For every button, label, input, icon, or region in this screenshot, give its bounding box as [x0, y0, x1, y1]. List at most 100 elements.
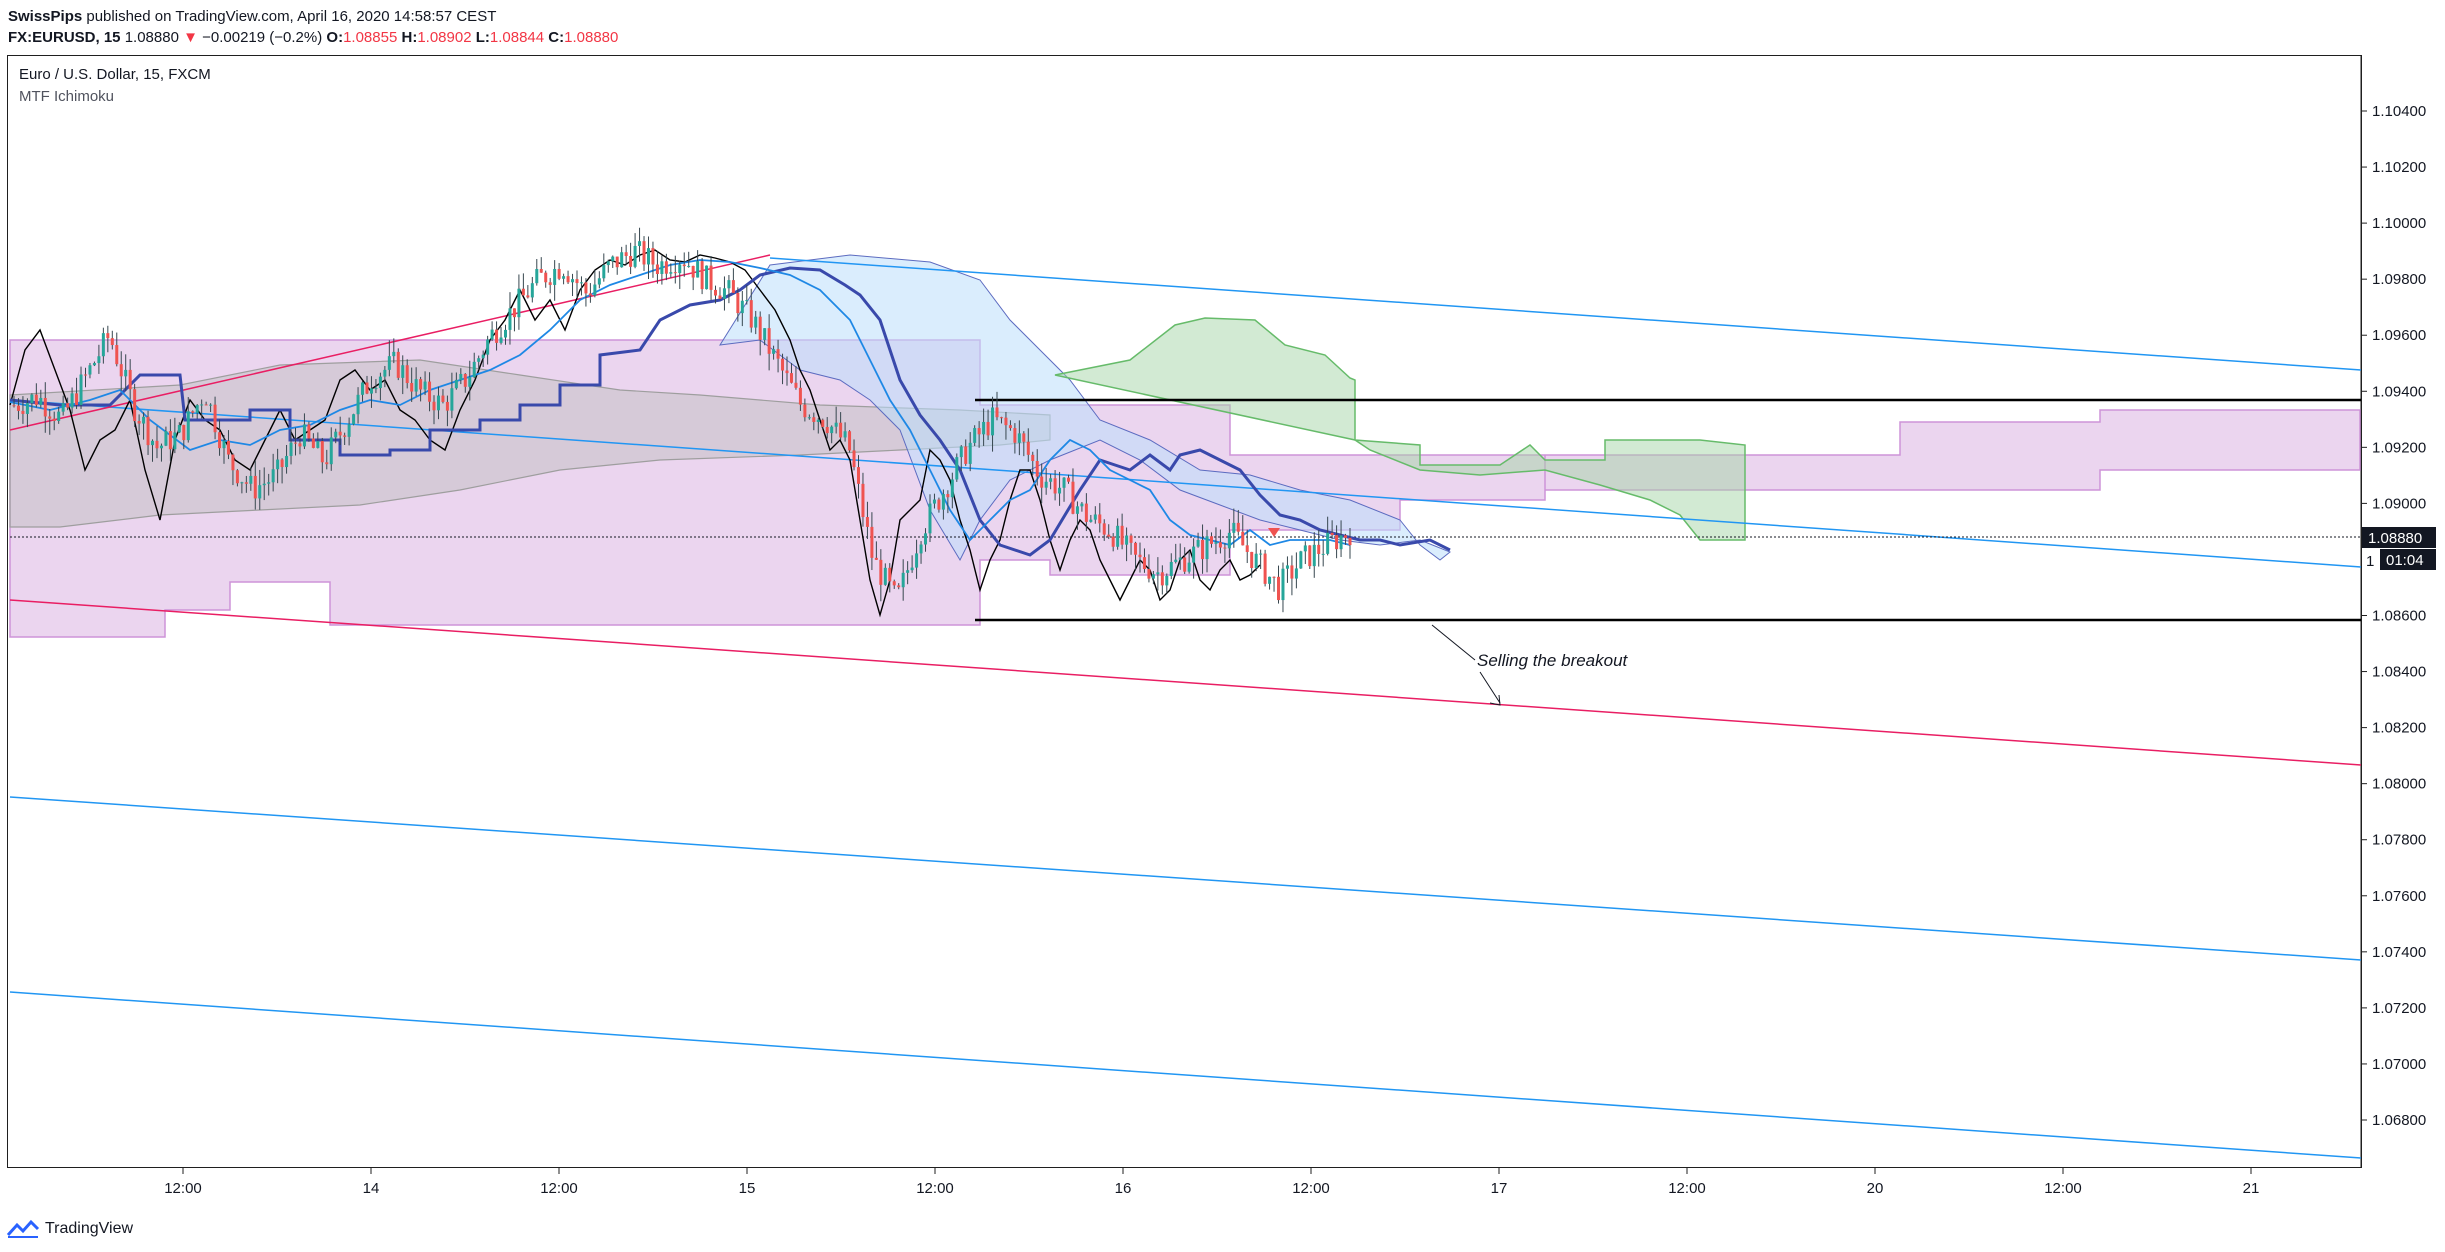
candle-body [43, 397, 47, 417]
candle-body [745, 300, 749, 302]
candle-body [133, 389, 137, 422]
last-price-badge [2362, 527, 2436, 548]
candle-body [1209, 536, 1213, 544]
author-name[interactable]: SwissPips [8, 8, 83, 25]
candle-body [1178, 557, 1182, 560]
candle-body [700, 261, 704, 290]
candle-body [401, 365, 405, 378]
high-label: H: [401, 29, 418, 46]
candle-body [258, 485, 262, 499]
candle-body [1008, 425, 1012, 429]
candle-body [1308, 545, 1312, 567]
candle-body [445, 401, 449, 411]
candle-body [1075, 506, 1079, 514]
candle-body [191, 411, 195, 413]
annotation-text[interactable]: Selling the breakout [1477, 651, 1629, 670]
candle-body [392, 351, 396, 357]
candle-body [1348, 537, 1352, 546]
tradingview-footer[interactable]: TradingView [6, 1219, 133, 1239]
candle-body [383, 369, 387, 377]
candle-body [991, 407, 995, 436]
time-axis-tick-label: 12:00 [916, 1180, 954, 1197]
candle-body [1017, 433, 1021, 443]
candle-body [763, 328, 767, 340]
candle-body [781, 358, 785, 371]
candle-body [977, 428, 981, 435]
candle-body [736, 292, 740, 314]
candle-body [1067, 477, 1071, 482]
candle-body [906, 570, 910, 573]
candle-body [244, 482, 248, 484]
candle-body [1236, 522, 1240, 532]
candle-body [660, 261, 664, 274]
time-axis-tick-label: 20 [1867, 1180, 1884, 1197]
channel-line-lower-2 [9, 991, 2362, 1159]
candle-body [579, 282, 583, 284]
candle-body [316, 441, 320, 448]
chart-legend[interactable]: Euro / U.S. Dollar, 15, FXCM MTF Ichimok… [19, 64, 211, 108]
candle-body [830, 426, 834, 434]
candle-body [168, 431, 172, 450]
annotation-arrow-shaft [1479, 671, 1501, 704]
price-axis-tick-label: 1.08000 [2372, 776, 2426, 793]
time-axis-tick-label: 17 [1491, 1180, 1508, 1197]
candle-body [1098, 514, 1102, 524]
candle-body [1294, 568, 1298, 579]
candle-body [593, 284, 597, 296]
candle-body [454, 379, 458, 389]
candle-body [486, 339, 490, 355]
candle-body [472, 361, 476, 378]
candle-body [1093, 514, 1097, 520]
candle-body [271, 469, 275, 483]
candle-body [410, 383, 414, 392]
candle-body [378, 376, 382, 389]
candle-body [1312, 544, 1316, 567]
candle-body [481, 354, 485, 359]
candle-body [204, 404, 208, 406]
low-label: L: [475, 29, 490, 46]
candlestick-series [12, 227, 1352, 613]
price-axis-tick-label: 1.09400 [2372, 383, 2426, 400]
candle-body [1004, 417, 1008, 426]
candle-body [602, 265, 606, 279]
indicator-name[interactable]: MTF Ichimoku [19, 88, 115, 105]
candle-body [1156, 572, 1160, 575]
price-axis-tick-label: 1.10200 [2372, 159, 2426, 176]
candle-body [463, 373, 467, 387]
candle-body [1277, 576, 1281, 601]
candle-body [186, 411, 190, 441]
countdown-badge [2380, 549, 2436, 570]
high-value: 1.08902 [417, 29, 472, 46]
candle-body [405, 365, 409, 384]
time-axis-tick-label: 15 [739, 1180, 756, 1197]
candle-body [874, 557, 878, 560]
candle-body [432, 401, 436, 411]
candle-body [1268, 576, 1272, 584]
price-axis[interactable]: 1.10400 1.10200 1.10000 1.09800 1.09600 1.094… [2361, 103, 2426, 1129]
candle-body [495, 329, 499, 343]
price-axis-tick-label: 1.07200 [2372, 1000, 2426, 1017]
candle-body [816, 419, 820, 422]
low-value: 1.08844 [489, 29, 545, 46]
candle-body [25, 403, 29, 414]
candle-body [115, 345, 119, 365]
candle-body [61, 403, 65, 412]
candle-body [352, 414, 356, 425]
ichimoku-cloud-green [1054, 317, 1746, 541]
channel-line-lower-1 [9, 796, 2362, 961]
candle-body [1187, 562, 1191, 572]
candle-body [584, 282, 588, 294]
countdown-badge-text: 01:04 [2386, 552, 2424, 569]
candle-body [611, 256, 615, 262]
time-axis-tick-label: 12:00 [2044, 1180, 2082, 1197]
candle-body [334, 431, 338, 438]
time-axis[interactable]: 12:00 14 12:00 15 12:00 16 12:00 17 12:00 20 12:00… [164, 1168, 2259, 1197]
candle-body [682, 264, 686, 267]
candle-body [34, 394, 38, 405]
candle-body [298, 443, 302, 447]
price-axis-tick-label: 1.06800 [2372, 1112, 2426, 1129]
time-axis-tick-label: 12:00 [540, 1180, 578, 1197]
candle-body [1250, 551, 1254, 568]
candle-body [88, 365, 92, 375]
